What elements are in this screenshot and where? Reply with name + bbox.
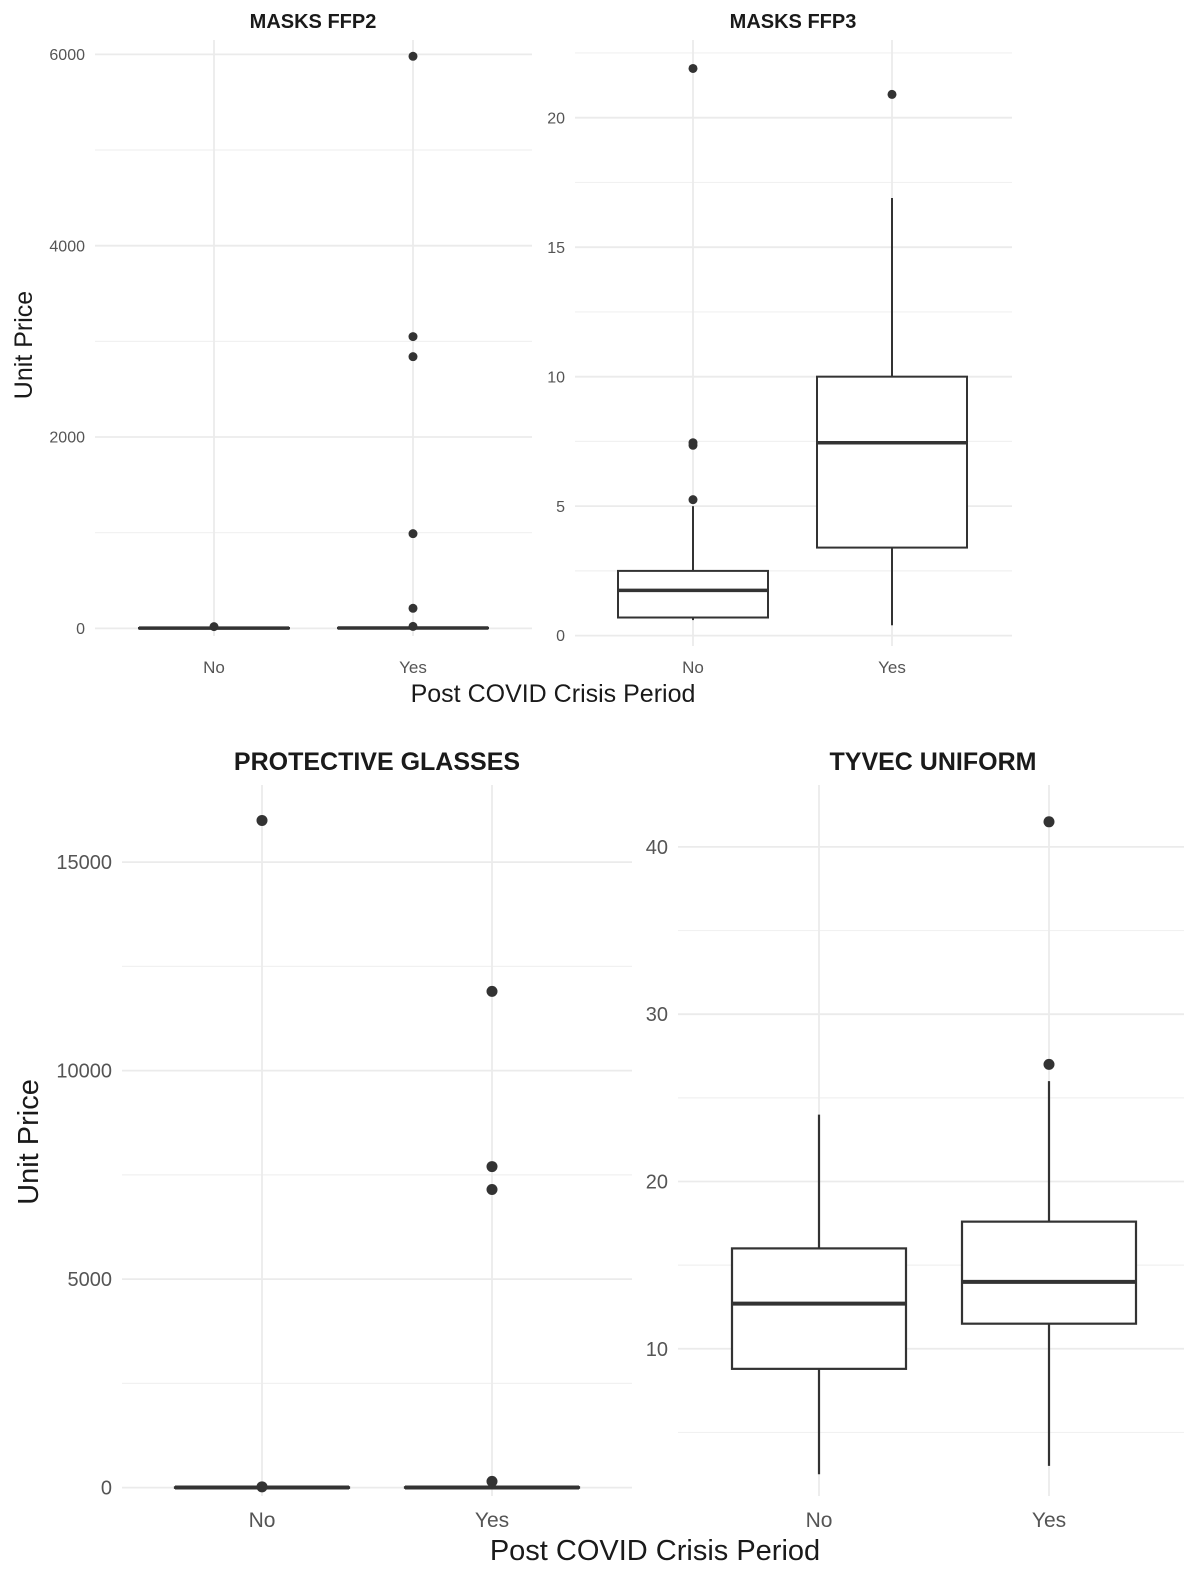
box (960, 1220, 1138, 1325)
y-tick-label: 15 (547, 240, 565, 257)
y-tick-label: 4000 (49, 238, 85, 255)
box (730, 1247, 908, 1370)
top-x-axis-label: Post COVID Crisis Period (411, 680, 696, 708)
x-tick-label: No (249, 1509, 276, 1532)
y-tick-label: 0 (101, 1478, 112, 1500)
y-tick-label: 2000 (49, 430, 85, 447)
outlier-point (209, 622, 219, 632)
y-tick-label: 0 (556, 628, 565, 645)
plot-area (730, 816, 1138, 1475)
box (816, 375, 968, 549)
axes: 0 5000 10000 15000 No Yes (56, 852, 509, 1532)
bottom-x-axis-label: Post COVID Crisis Period (490, 1535, 820, 1567)
panel-masks-ffp2: MASKS FFP2 0 2000 4000 6000 No Yes (49, 11, 532, 677)
panel-tyvec-uniform: TYVEC UNIFORM 10 20 30 40 No Yes (646, 748, 1184, 1532)
y-tick-label: 5000 (68, 1269, 113, 1291)
y-tick-label: 0 (76, 621, 85, 638)
x-tick-label: Yes (878, 658, 906, 677)
bottom-y-axis-label: Unit Price (13, 1079, 45, 1205)
outlier-point (486, 1183, 498, 1195)
panel-title: MASKS FFP3 (730, 11, 857, 33)
plot-area (138, 51, 489, 632)
outlier-point (486, 1161, 498, 1173)
panel-protective-glasses: PROTECTIVE GLASSES 0 5000 10000 15000 No Yes (56, 748, 632, 1532)
outlier-point (887, 89, 897, 99)
axes: 0 2000 4000 6000 No Yes (49, 47, 426, 677)
axes: 10 20 30 40 No Yes (646, 837, 1066, 1532)
y-tick-label: 20 (547, 110, 565, 127)
outlier-point (486, 985, 498, 997)
outlier-point (1043, 816, 1055, 828)
plot-area (173, 814, 581, 1493)
plot-area (617, 63, 968, 626)
grid (575, 40, 1012, 646)
y-tick-label: 6000 (49, 47, 85, 64)
outlier-point (408, 529, 418, 539)
outlier-point (408, 332, 418, 342)
panel-title: TYVEC UNIFORM (830, 748, 1037, 776)
x-tick-label: No (203, 658, 225, 677)
outlier-point (688, 438, 698, 448)
x-tick-label: No (806, 1509, 833, 1532)
panel-title: PROTECTIVE GLASSES (234, 748, 520, 776)
panel-title: MASKS FFP2 (250, 11, 377, 33)
grid (95, 40, 532, 636)
x-tick-label: Yes (475, 1509, 509, 1532)
outlier-point (1043, 1058, 1055, 1070)
y-tick-label: 5 (556, 499, 565, 516)
outlier-point (408, 352, 418, 362)
outlier-point (688, 495, 698, 505)
box (617, 569, 769, 619)
y-tick-label: 10000 (56, 1061, 112, 1083)
panel-masks-ffp3: MASKS FFP3 0 5 10 15 20 No Yes (547, 11, 1012, 677)
outlier-point (486, 1475, 498, 1487)
y-tick-label: 40 (646, 837, 668, 859)
outlier-point (256, 1481, 268, 1493)
y-tick-label: 10 (646, 1339, 668, 1361)
top-y-axis-label: Unit Price (10, 291, 38, 399)
outlier-point (408, 621, 418, 631)
y-tick-label: 15000 (56, 852, 112, 874)
x-tick-label: No (682, 658, 704, 677)
outlier-point (408, 51, 418, 61)
y-tick-label: 30 (646, 1004, 668, 1026)
axes: 0 5 10 15 20 No Yes (547, 110, 906, 677)
x-tick-label: Yes (1032, 1509, 1066, 1532)
outlier-point (256, 814, 268, 826)
grid (678, 785, 1184, 1496)
y-tick-label: 20 (646, 1171, 668, 1193)
y-tick-label: 10 (547, 369, 565, 386)
x-tick-label: Yes (399, 658, 427, 677)
outlier-point (408, 603, 418, 613)
grid (122, 785, 632, 1496)
outlier-point (688, 63, 698, 73)
